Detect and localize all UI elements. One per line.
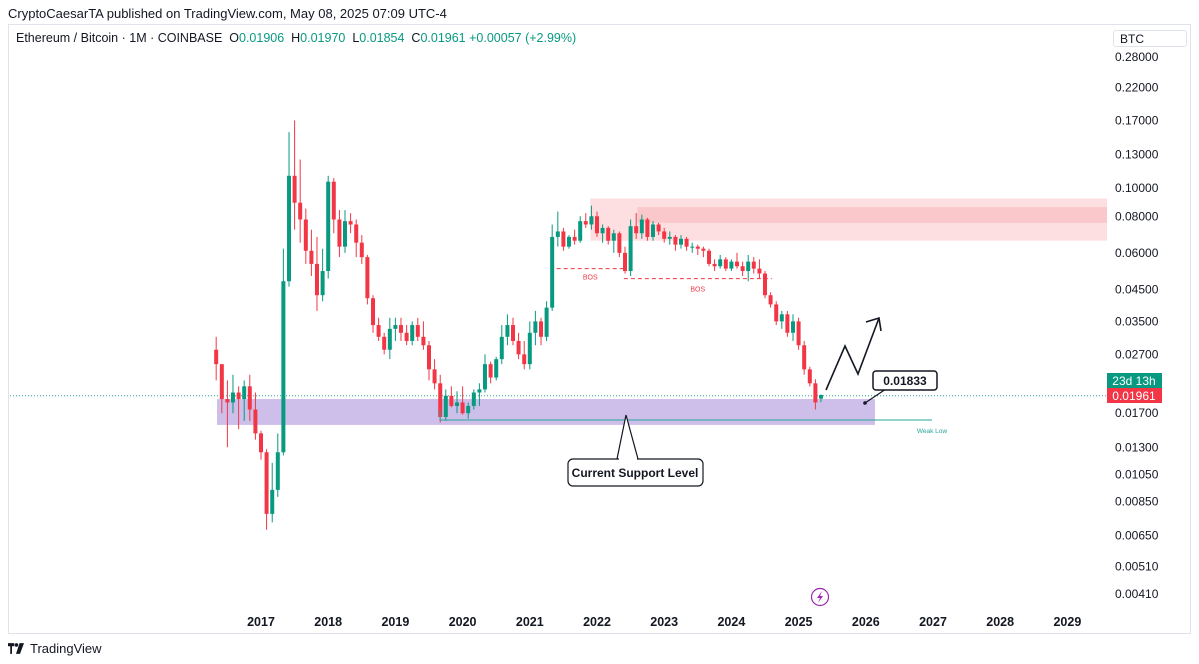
tradingview-brand: TradingView (30, 641, 102, 656)
low-value: 0.01854 (359, 31, 405, 45)
open-value: 0.01906 (239, 31, 285, 45)
publisher-line: CryptoCaesarTA published on TradingView.… (8, 6, 447, 21)
change-value: +0.00057 (+2.99%) (469, 31, 577, 45)
tradingview-footer[interactable]: TradingView (8, 641, 102, 656)
tradingview-logo-icon (8, 643, 24, 654)
symbol-legend: Ethereum / Bitcoin · 1M · COINBASE O0.01… (16, 31, 576, 45)
low-label: L (352, 31, 360, 45)
symbol-name[interactable]: Ethereum / Bitcoin · 1M · COINBASE (16, 31, 223, 45)
high-value: 0.01970 (300, 31, 346, 45)
chart-frame (8, 24, 1191, 634)
close-value: 0.01961 (420, 31, 466, 45)
currency-badge[interactable]: BTC (1113, 30, 1187, 47)
high-label: H (291, 31, 301, 45)
open-label: O (229, 31, 239, 45)
close-label: C (411, 31, 421, 45)
